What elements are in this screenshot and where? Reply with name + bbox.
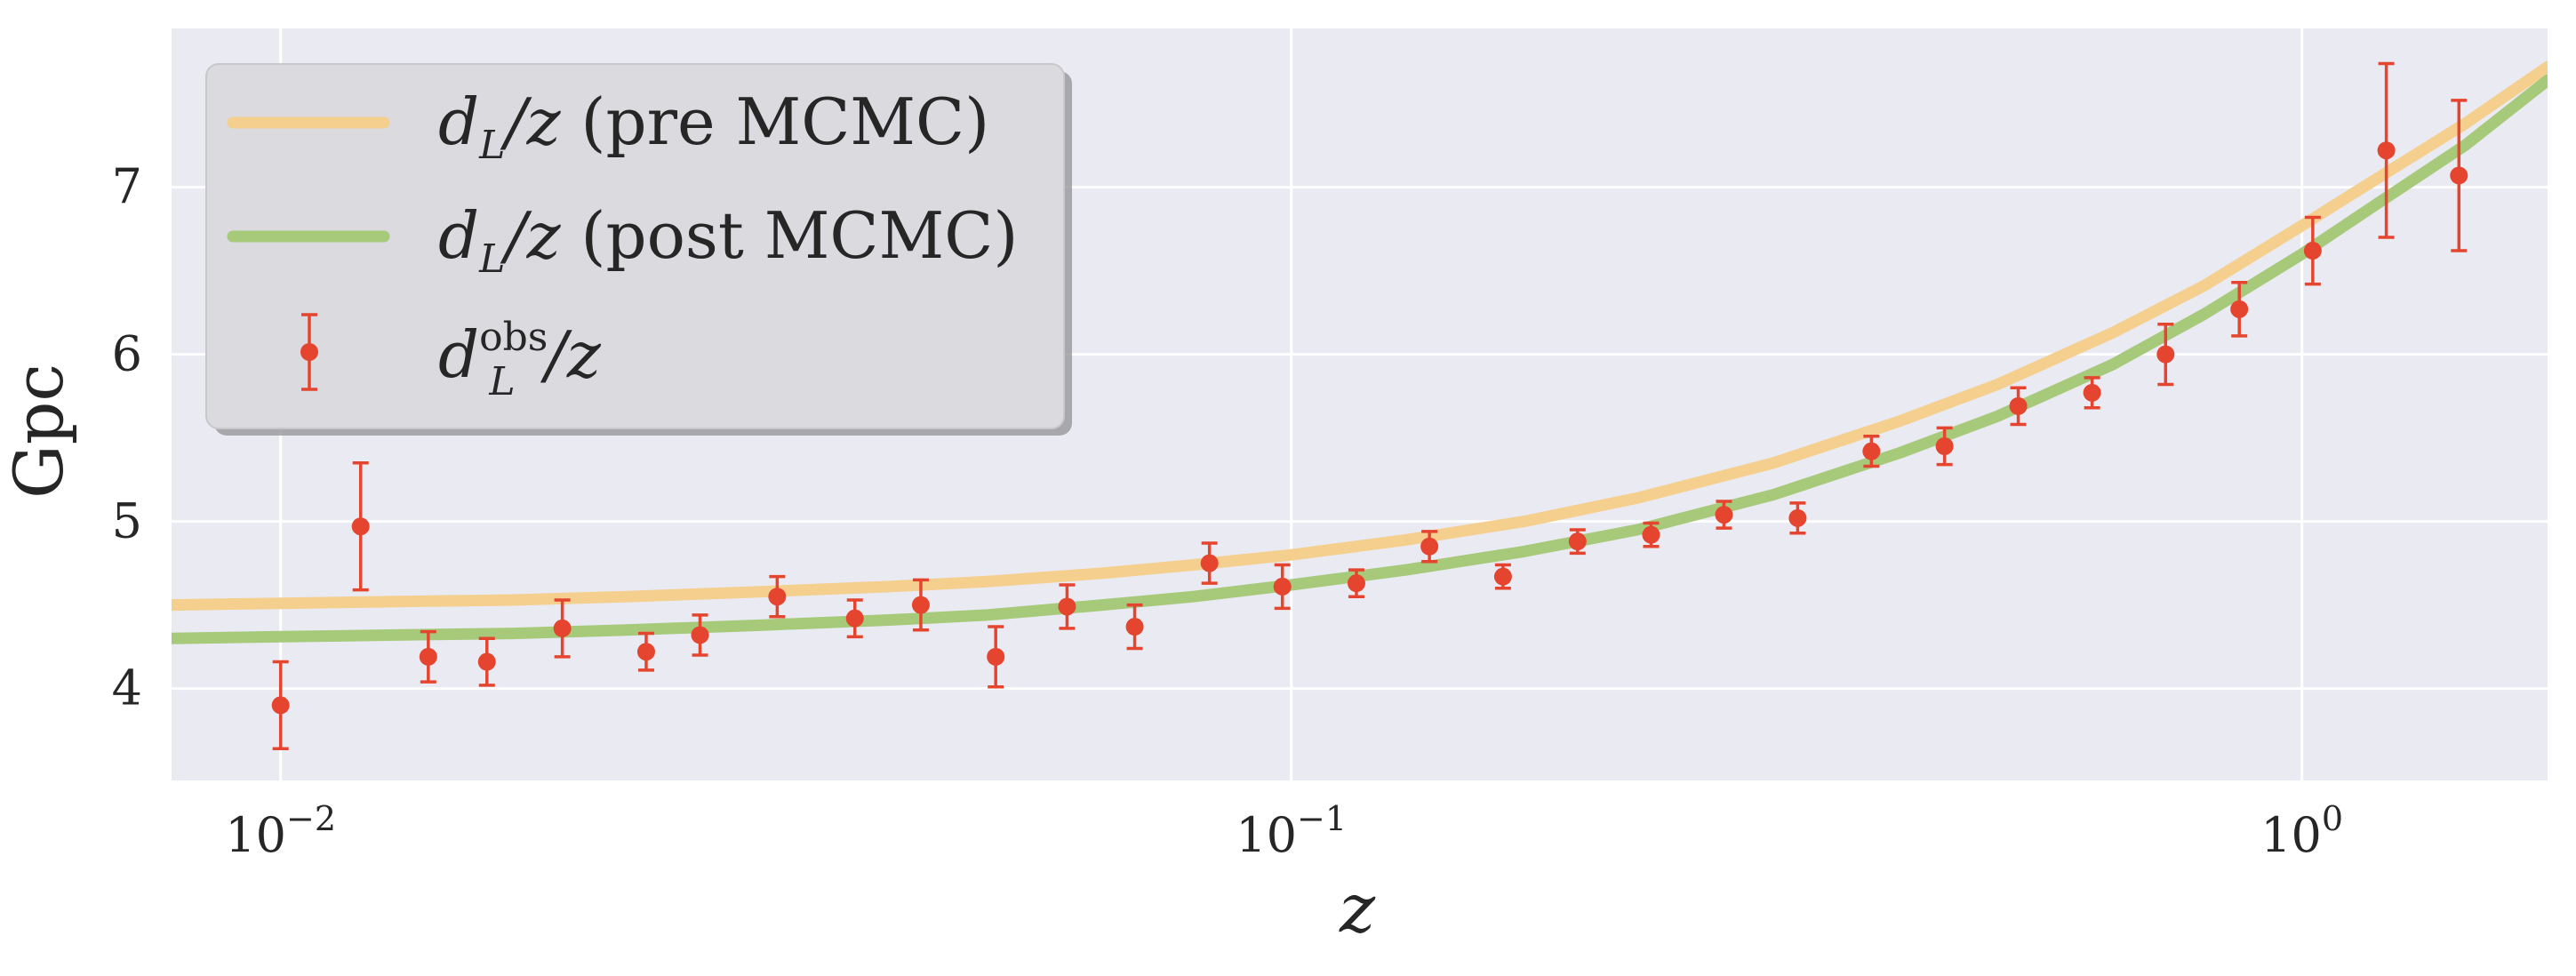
data-marker: [636, 643, 655, 661]
legend-label: dL/z (post MCMC): [438, 198, 1018, 282]
data-point: [2156, 323, 2175, 387]
data-marker: [987, 647, 1005, 666]
data-marker: [2156, 345, 2175, 364]
data-marker: [845, 609, 864, 628]
data-point: [1273, 563, 1292, 611]
data-marker: [2009, 396, 2028, 415]
data-marker: [1347, 574, 1365, 593]
series-line-0: [172, 60, 2548, 612]
data-point: [271, 660, 290, 751]
data-marker: [1493, 567, 1512, 586]
data-point: [1493, 563, 1512, 590]
data-point: [1200, 541, 1219, 585]
data-point: [636, 631, 655, 672]
data-point: [2083, 376, 2101, 410]
data-point: [1642, 521, 1660, 548]
x-axis-label: z: [1339, 868, 1376, 948]
data-marker: [271, 696, 290, 715]
data-marker: [1420, 537, 1439, 556]
y-tick-label: 5: [112, 493, 142, 549]
data-point: [691, 613, 709, 657]
data-point: [1568, 528, 1587, 556]
tick-labels: 10−2 10−1 100 4 5 6 7: [112, 159, 2343, 863]
data-point: [1420, 530, 1439, 564]
data-marker: [1935, 437, 1954, 455]
data-point: [1788, 501, 1807, 535]
data-point: [2303, 215, 2322, 286]
data-point: [2450, 99, 2468, 252]
data-point: [2009, 386, 2028, 427]
legend-obs-marker: [300, 343, 318, 361]
data-marker: [1125, 618, 1144, 636]
data-marker: [2230, 300, 2249, 318]
x-tick-label: 10−1: [1236, 799, 1347, 863]
data-point: [351, 461, 370, 592]
data-marker: [477, 652, 496, 671]
data-point: [1935, 426, 1954, 467]
data-marker: [2377, 141, 2396, 160]
y-axis-label: Gpc: [0, 364, 78, 499]
y-tick-label: 6: [112, 326, 142, 382]
series-line-1: [172, 74, 2548, 644]
data-marker: [1568, 532, 1587, 551]
data-point: [911, 578, 930, 632]
data-point: [987, 625, 1005, 689]
legend-item-obs: dobs L/z: [300, 313, 602, 404]
x-tick-label: 100: [2260, 799, 2343, 863]
y-tick-label: 7: [112, 159, 142, 215]
data-point: [768, 574, 787, 619]
data-point: [1058, 583, 1076, 630]
data-marker: [1273, 577, 1292, 596]
legend-label: dL/z (pre MCMC): [438, 84, 989, 168]
data-marker: [1058, 597, 1076, 616]
data-marker: [553, 619, 572, 637]
data-marker: [768, 588, 787, 606]
data-marker: [691, 626, 709, 644]
model-curves: [172, 60, 2548, 644]
data-point: [419, 629, 437, 684]
y-tick-label: 4: [112, 660, 142, 716]
data-point: [1347, 568, 1365, 598]
data-point: [1715, 500, 1733, 530]
legend-label: dobs L/z: [438, 315, 602, 404]
data-marker: [1715, 506, 1733, 524]
data-marker: [419, 647, 437, 666]
data-point: [1862, 434, 1881, 468]
legend-item-post: dL/z (post MCMC): [227, 198, 1018, 282]
data-marker: [2083, 383, 2101, 402]
legend-item-pre: dL/z (pre MCMC): [227, 84, 989, 168]
data-point: [845, 598, 864, 639]
data-marker: [1862, 442, 1881, 460]
data-marker: [2450, 166, 2468, 185]
legend: dL/z (pre MCMC) dL/z (post MCMC) dobs L/z: [205, 63, 1072, 436]
data-marker: [911, 596, 930, 614]
data-point: [2230, 281, 2249, 338]
data-marker: [1200, 554, 1219, 572]
data-marker: [1788, 508, 1807, 527]
data-point: [477, 636, 496, 687]
x-tick-label: 10−2: [225, 799, 336, 863]
data-point: [1125, 603, 1144, 651]
data-marker: [2303, 242, 2322, 260]
observed-points: [271, 61, 2468, 751]
data-marker: [1642, 525, 1660, 544]
data-marker: [351, 517, 370, 536]
legend-box: [205, 63, 1065, 429]
data-point: [2377, 61, 2396, 239]
data-point: [553, 598, 572, 659]
